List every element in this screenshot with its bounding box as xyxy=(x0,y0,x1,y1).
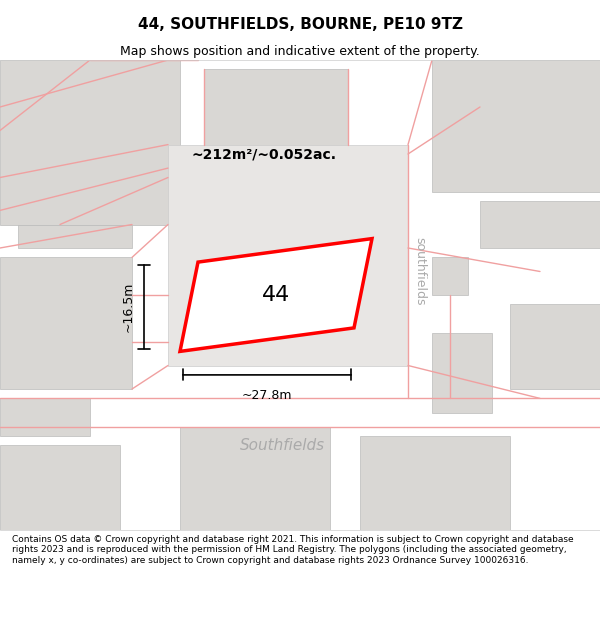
Polygon shape xyxy=(432,60,600,192)
Polygon shape xyxy=(204,69,348,163)
Polygon shape xyxy=(432,258,468,295)
Polygon shape xyxy=(18,224,132,248)
Polygon shape xyxy=(360,436,510,530)
Polygon shape xyxy=(432,332,492,412)
Polygon shape xyxy=(0,60,180,224)
Text: Southfields: Southfields xyxy=(239,438,325,453)
Text: ~212m²/~0.052ac.: ~212m²/~0.052ac. xyxy=(191,147,337,161)
Text: 44: 44 xyxy=(262,285,290,305)
Text: ~27.8m: ~27.8m xyxy=(242,389,292,402)
Polygon shape xyxy=(510,304,600,389)
Polygon shape xyxy=(180,427,330,530)
Text: 44, SOUTHFIELDS, BOURNE, PE10 9TZ: 44, SOUTHFIELDS, BOURNE, PE10 9TZ xyxy=(137,17,463,32)
Text: ~16.5m: ~16.5m xyxy=(122,281,135,332)
Polygon shape xyxy=(480,201,600,248)
Text: Map shows position and indicative extent of the property.: Map shows position and indicative extent… xyxy=(120,45,480,58)
Text: Contains OS data © Crown copyright and database right 2021. This information is : Contains OS data © Crown copyright and d… xyxy=(12,535,574,564)
Polygon shape xyxy=(168,144,408,366)
Polygon shape xyxy=(0,398,90,436)
Polygon shape xyxy=(180,239,372,351)
Text: southfields: southfields xyxy=(413,238,427,306)
Polygon shape xyxy=(0,446,120,530)
Polygon shape xyxy=(0,258,132,389)
